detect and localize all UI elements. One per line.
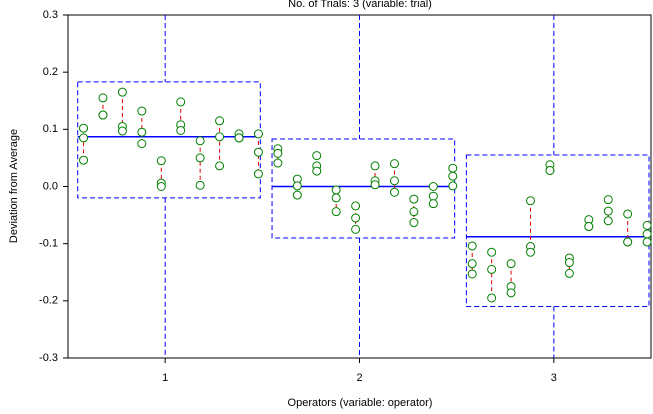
chart-title: No. of Trials: 3 (variable: trial) [288,0,432,10]
trial-point [487,247,497,257]
trial-point [428,199,438,209]
trial-point [253,129,263,139]
trial-point [409,218,419,228]
trial-point [526,247,536,257]
trial-point [603,206,613,216]
trial-point [195,153,205,163]
trial-point [79,155,89,165]
trial-point [603,216,613,226]
trial-point [389,159,399,169]
y-tick-label: -0.3 [39,352,58,364]
trial-point [215,161,225,171]
x-axis-label: Operators (variable: operator) [288,397,433,409]
trial-point [409,194,419,204]
y-axis-label: Deviation from Average [8,129,20,243]
trial-point [195,180,205,190]
y-tick-label: 0.1 [43,123,58,135]
y-tick-label: 0.2 [43,66,58,78]
trial-point [370,161,380,171]
trial-point [273,148,283,158]
trial-point [623,237,633,247]
trial-point [253,169,263,179]
trial-point [642,220,652,230]
trial-point [98,110,108,120]
trial-point [215,116,225,126]
x-tick-label: 2 [356,372,362,384]
range-box [77,81,261,199]
trial-point [389,187,399,197]
trial-point [253,147,263,157]
trial-point [137,127,147,137]
x-tick-label: 3 [551,372,557,384]
trial-point [273,158,283,168]
y-tick-label: -0.1 [39,238,58,250]
trial-point [331,185,341,195]
trial-point [292,190,302,200]
trial-point [506,259,516,269]
trial-point [234,133,244,143]
trial-point [448,171,458,181]
y-tick-label: -0.2 [39,295,58,307]
x-tick-label: 1 [162,372,168,384]
trial-point [117,87,127,97]
trial-point [79,123,89,133]
trial-point [137,139,147,149]
y-tick-label: 0.0 [43,180,58,192]
trial-point [176,125,186,135]
trial-point [215,132,225,142]
trial-point [331,193,341,203]
trial-point [467,269,477,279]
trial-point [176,97,186,107]
trial-point [79,133,89,143]
trial-point [642,229,652,239]
trial-point [312,151,322,161]
trial-point [331,207,341,217]
trial-point [351,213,361,223]
trial-point [351,201,361,211]
trial-point [312,166,322,176]
trial-point [448,163,458,173]
trial-point [370,180,380,190]
trial-point [623,209,633,219]
trial-point [117,126,127,136]
range-box [465,154,650,308]
trial-point [545,165,555,175]
trial-point [292,181,302,191]
trial-point [195,136,205,146]
trial-point [428,182,438,191]
trial-point [448,181,458,191]
trial-point [409,207,419,217]
trial-point [526,196,536,206]
trial-point [156,156,166,166]
trial-point [137,106,147,116]
trial-point [156,182,166,191]
trial-point [389,176,399,186]
trial-point [603,195,613,205]
trial-point [564,258,574,268]
trial-point [584,222,594,232]
trial-point [642,237,652,247]
trial-point [351,224,361,234]
trial-point [467,241,477,251]
trial-point [428,191,438,201]
trial-point [564,268,574,278]
trial-point [487,264,497,274]
y-tick-label: 0.3 [43,9,58,21]
trial-point [467,259,477,269]
trial-point [487,293,497,303]
trial-point [98,93,108,103]
trial-point [506,288,516,298]
